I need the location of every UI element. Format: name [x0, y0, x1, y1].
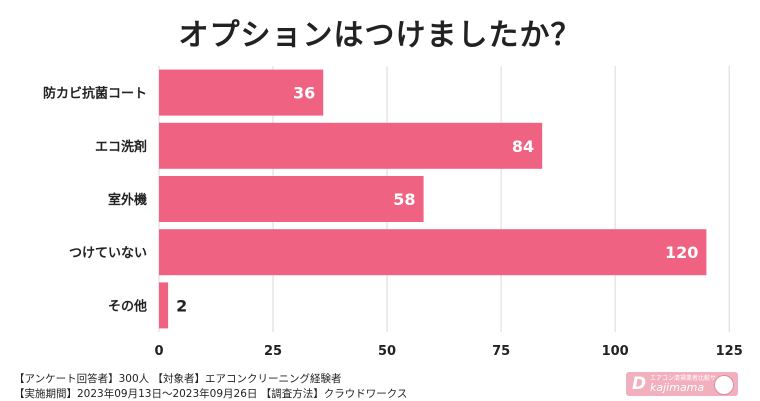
data-label: 36 [293, 84, 315, 103]
data-label: 120 [665, 243, 698, 262]
category-label: 防カビ抗菌コート [43, 86, 147, 102]
x-tick-label: 25 [264, 344, 282, 359]
site-logo[interactable]: D エアコン清掃業者比較サイト kajimama [626, 372, 738, 396]
footer-respondents: 【アンケート回答者】300人 【対象者】エアコンクリーニング経験者 [14, 373, 342, 385]
footer-period: 【実施期間】2023年09月13日～2023年09月26日 【調査方法】クラウド… [14, 388, 408, 400]
data-label: 84 [512, 137, 534, 156]
bar [159, 229, 707, 276]
sheep-icon [714, 375, 734, 395]
data-label: 58 [393, 190, 415, 209]
x-tick-label: 100 [602, 344, 629, 359]
x-tick-label: 125 [716, 344, 743, 359]
chart-title: オプションはつけましたか？ [178, 18, 582, 53]
value-labels: 36 84 58 120 2 [176, 84, 698, 316]
x-tick-label: 75 [492, 344, 510, 359]
category-label: エコ洗剤 [95, 139, 147, 155]
bars [159, 69, 707, 329]
bar [159, 176, 424, 222]
bar [159, 282, 169, 329]
x-tick-label: 50 [378, 344, 396, 359]
category-label: その他 [108, 298, 147, 314]
logo-name: kajimama [650, 381, 705, 394]
bar [159, 69, 324, 116]
logo-mark: D [632, 374, 647, 394]
logo-tagline: エアコン清掃業者比較サイト [650, 375, 729, 382]
category-label: つけていない [69, 246, 147, 261]
x-tick-label: 0 [154, 344, 163, 359]
bar [159, 122, 543, 169]
data-label: 2 [176, 296, 187, 315]
x-tick-labels: 0 25 50 75 100 125 [154, 344, 742, 359]
category-label: 室外機 [108, 192, 147, 208]
